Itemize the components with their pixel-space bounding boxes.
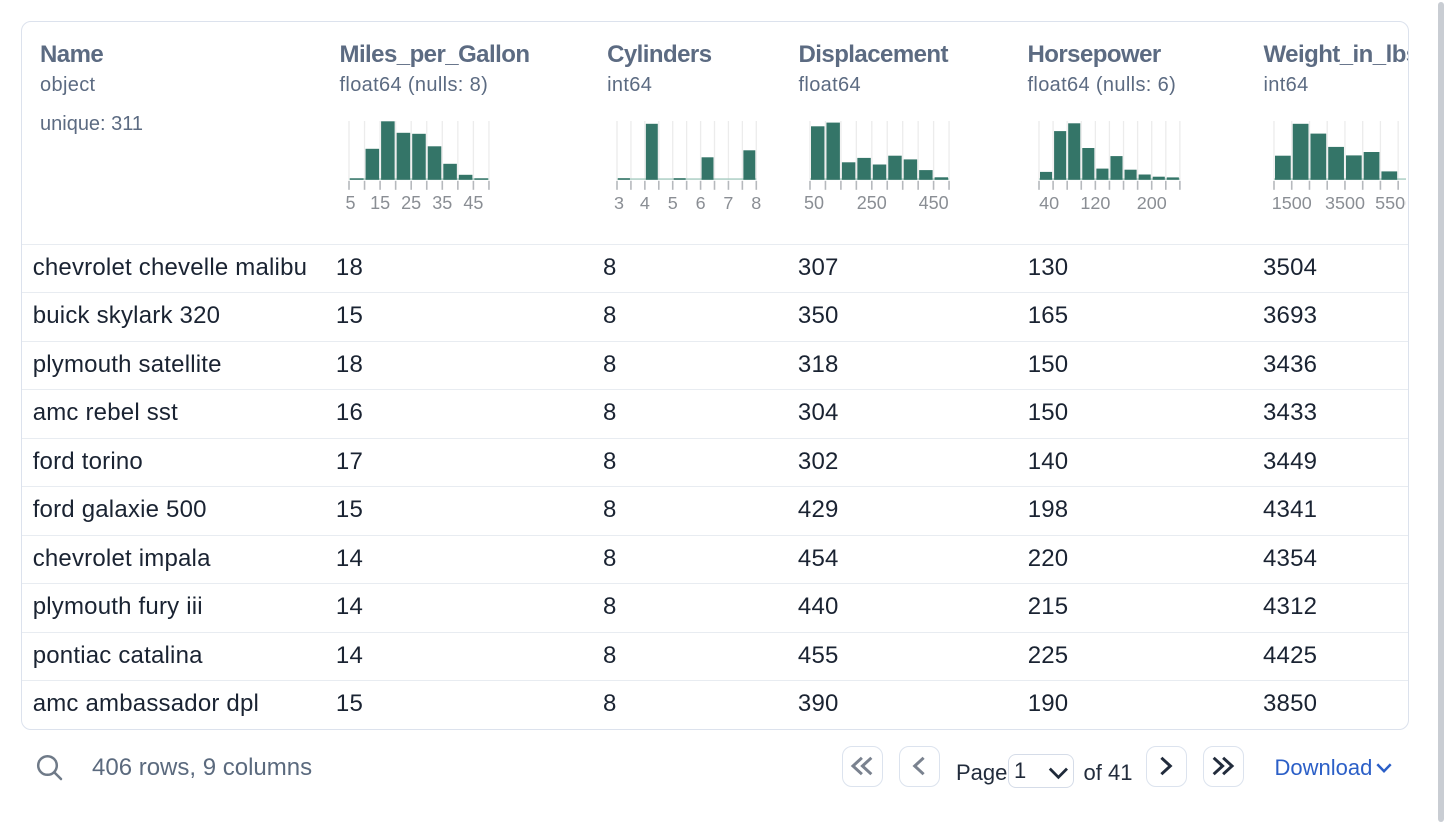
svg-text:35: 35	[432, 193, 452, 213]
svg-text:45: 45	[463, 193, 483, 213]
svg-text:120: 120	[1080, 192, 1110, 212]
svg-text:5500: 5500	[1375, 192, 1407, 212]
svg-text:25: 25	[401, 193, 421, 213]
svg-text:3500: 3500	[1325, 192, 1365, 212]
svg-text:450: 450	[918, 193, 948, 213]
svg-text:3: 3	[614, 192, 624, 212]
svg-text:15: 15	[370, 193, 390, 213]
svg-text:40: 40	[1039, 192, 1059, 212]
svg-text:4: 4	[640, 192, 650, 212]
svg-text:7: 7	[724, 192, 734, 212]
svg-text:200: 200	[1136, 192, 1166, 212]
svg-text:5: 5	[668, 192, 678, 212]
svg-text:1500: 1500	[1272, 192, 1312, 212]
svg-text:50: 50	[804, 193, 824, 213]
svg-text:8: 8	[752, 192, 762, 212]
svg-text:250: 250	[856, 193, 886, 213]
svg-text:6: 6	[696, 192, 706, 212]
svg-text:5: 5	[345, 193, 355, 213]
